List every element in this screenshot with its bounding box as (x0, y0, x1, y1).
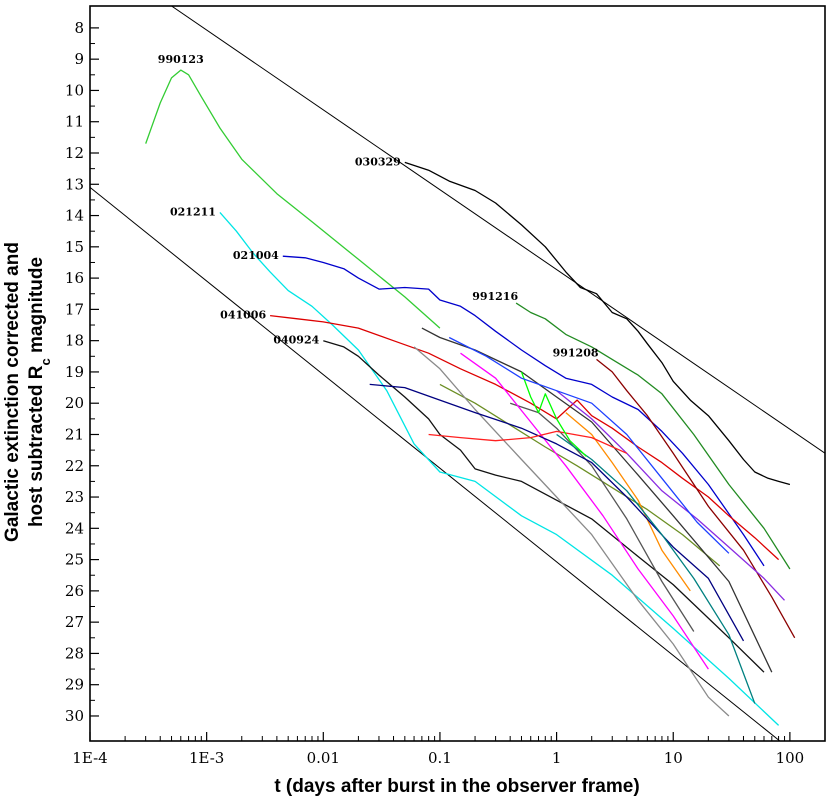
y-tick-label: 18 (65, 332, 84, 350)
y-tick-label: 13 (65, 175, 84, 193)
grb-labels: 990123 030329 021211 021004 041006 040924 9912… (158, 53, 599, 359)
grb-label-040924: 040924 (273, 334, 319, 347)
grb-label-021004: 021004 (233, 249, 279, 262)
x-axis-title: t (days after burst in the observer fram… (274, 776, 639, 797)
x-tick-label: 10 (664, 749, 683, 767)
series-line-041006 (270, 314, 780, 561)
grb-label-030329: 030329 (355, 155, 401, 168)
series-line-series-olive (439, 383, 721, 567)
reference-line-lower-bound (90, 187, 781, 741)
y-tick-label: 28 (65, 644, 84, 662)
y-tick-label: 27 (65, 613, 84, 631)
x-tick-label: 100 (776, 749, 805, 767)
reference-line-upper-bound (171, 6, 825, 454)
x-axis: 1E-4 1E-3 0.01 0.1 1 10 100 (72, 732, 804, 767)
data-layer (90, 6, 825, 741)
series-line-990123 (145, 69, 441, 329)
series-line-series-navy (369, 383, 745, 642)
series-line-series-violet (556, 390, 785, 601)
grb-label-991208: 991208 (553, 346, 599, 359)
y-tick-label: 19 (65, 363, 84, 381)
x-tick-label: 0.1 (428, 749, 452, 767)
y-tick-label: 30 (65, 707, 84, 725)
grb-label-991216: 991216 (472, 290, 518, 303)
x-tick-label: 0.01 (307, 749, 340, 767)
series-line-series-darkgray (509, 402, 695, 632)
y-tick-label: 14 (65, 207, 84, 225)
y-tick-label: 26 (65, 582, 84, 600)
y-tick-label: 25 (65, 551, 84, 569)
y-tick-label: 24 (65, 519, 84, 537)
series-line-030329 (404, 161, 791, 486)
x-tick-label: 1 (552, 749, 562, 767)
grb-label-041006: 041006 (220, 309, 266, 322)
y-tick-label: 16 (65, 269, 84, 287)
y-tick-label: 22 (65, 457, 84, 475)
y-axis-title-line1: Galactic extinction corrected and (2, 242, 23, 542)
series-line-series-dark (421, 327, 773, 673)
series-line-series-red2 (428, 430, 628, 454)
series-line-021211 (219, 211, 780, 726)
series-line-series-blue2 (448, 336, 730, 554)
y-tick-label: 20 (65, 394, 84, 412)
y-tick-label: 10 (65, 81, 84, 99)
y-tick-label: 12 (65, 144, 84, 162)
y-tick-label: 9 (74, 50, 84, 68)
y-tick-label: 15 (65, 238, 84, 256)
y-tick-label: 17 (65, 300, 84, 318)
series-line-series-orange (565, 412, 691, 592)
y-axis-title-subscript: c (38, 358, 53, 365)
series-line-series-teal (556, 433, 756, 704)
series-line-series-gray (413, 346, 730, 717)
series-line-040924 (323, 340, 765, 673)
y-tick-label: 21 (65, 425, 84, 443)
x-tick-label: 1E-3 (189, 749, 224, 767)
series-line-991208 (596, 358, 796, 639)
grb-label-990123: 990123 (158, 53, 204, 66)
y-tick-label: 8 (74, 19, 84, 37)
y-tick-label: 29 (65, 676, 84, 694)
y-axis-title-line2: host subtracted Rc magnitude (26, 257, 53, 527)
y-axis-title-main: host subtracted R (26, 365, 47, 527)
y-tick-label: 23 (65, 488, 84, 506)
series-line-series-magenta (460, 352, 709, 670)
grb-label-021211: 021211 (170, 205, 216, 218)
y-axis-title-suffix: magnitude (26, 257, 47, 358)
plot-frame (89, 5, 826, 742)
y-tick-label: 11 (65, 113, 84, 131)
series-line-series-lime (520, 371, 587, 457)
series-line-021004 (282, 255, 765, 567)
y-axis: 8 9 10 11 12 13 14 15 16 17 18 19 20 21 22 23 24 25 26 27 28… (65, 19, 99, 725)
series-line-991216 (515, 302, 791, 570)
x-tick-label: 1E-4 (72, 749, 107, 767)
